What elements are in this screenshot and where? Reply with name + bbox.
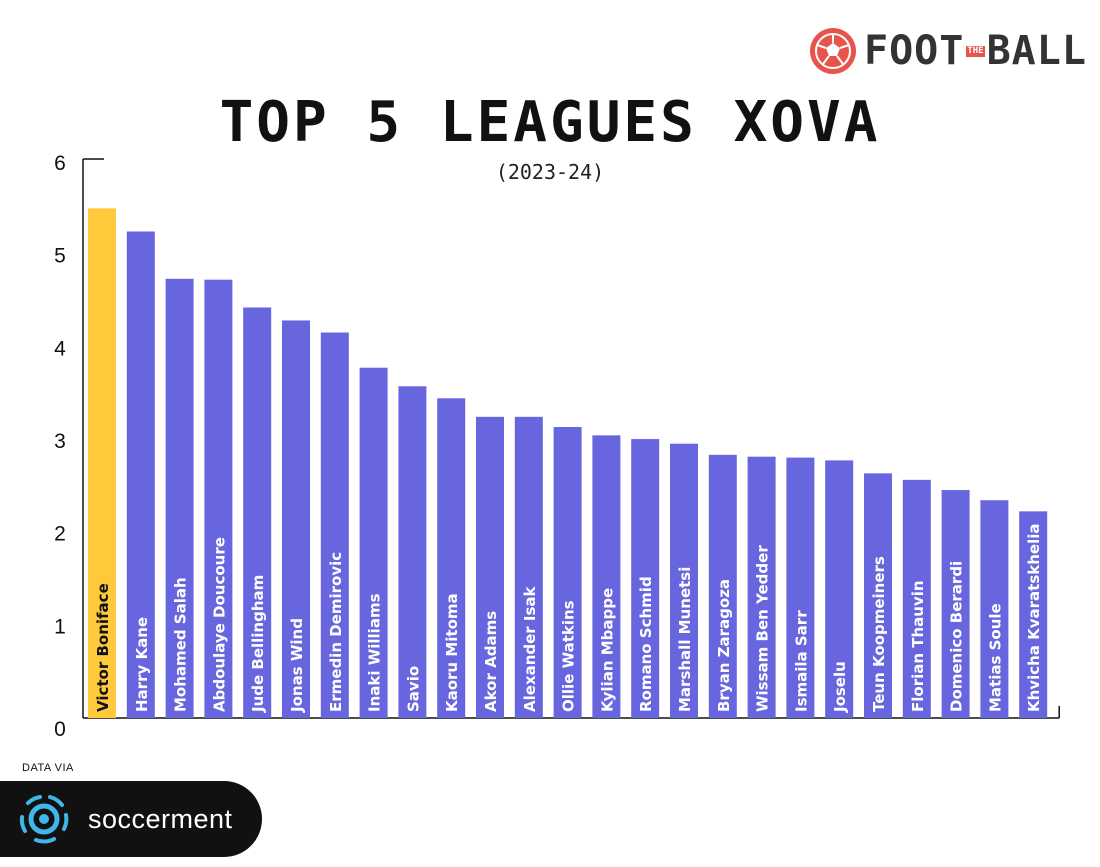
bar [825,460,854,718]
y-tick-label: 0 [54,718,66,741]
bar-label: Savio [404,666,422,712]
chart-subtitle: (2023-24) [495,160,605,184]
brand-text-the: THE [966,45,985,57]
bar [88,208,116,719]
football-icon [810,28,856,74]
bar [786,457,815,718]
bar-label: Alexander Isak [521,585,539,712]
soccerment-badge: soccerment [0,781,262,857]
y-tick-label: 6 [54,152,66,175]
bar [980,500,1009,718]
bar [1019,511,1048,718]
bar-chart: 0 1 2 3 4 5 6 Victor Boniface Harry Kane Mohamed … [54,152,1060,741]
bar-label: Wissam Ben Yedder [754,545,772,712]
brand-text-foot: FOOT [864,28,965,74]
bar-label: Akor Adams [482,611,500,712]
bar [902,479,931,718]
bar-label: Ollie Watkins [560,600,578,712]
bar [204,279,233,718]
bar [708,454,737,718]
bar-label: Jonas Wind [288,618,306,713]
bar-label: Florian Thauvin [909,580,927,712]
bar [941,490,970,718]
bar-label: Teun Koopmeiners [870,556,888,712]
soccerment-wordmark: soccerment [88,803,233,834]
bar [476,416,504,718]
bar-label: Marshall Munetsi [676,567,694,712]
bar-label: Ismaila Sarr [792,610,810,712]
bar [165,278,194,718]
bar-label: Kaoru Mitoma [443,593,461,712]
bar [670,443,698,718]
y-tick-label: 3 [54,430,66,453]
bar-label: Inaki Williams [366,593,384,712]
chart-title: TOP 5 LEAGUES XOVA [219,90,881,155]
bar-label: Khvicha Kvaratskhelia [1025,523,1043,712]
bar [437,398,466,718]
bar [243,307,272,718]
brand-text-ball: BALL [986,28,1087,74]
bar [864,473,892,718]
y-tick-label: 1 [54,615,66,638]
bar [282,320,310,718]
bar [126,231,155,718]
bar [514,416,543,718]
bar [359,367,388,718]
bar-label: Ermedin Demirovic [327,552,345,712]
y-tick-label: 2 [54,523,66,546]
soccerment-logo-icon [19,795,69,844]
bar [747,456,776,718]
bar [553,427,582,718]
bar-label: Kylian Mbappe [598,588,616,712]
bar-label: Mohamed Salah [172,577,190,712]
y-tick-label: 5 [54,245,66,268]
footballball-logo: FOOT THE BALL [808,26,1087,76]
bar-label: Bryan Zaragoza [715,579,733,712]
data-via-label: DATA VIA [22,762,74,774]
y-tick-label: 4 [54,337,66,360]
bar-label: Jude Bellingham [249,575,267,713]
bar [398,386,427,718]
bar-label: Matias Soule [986,603,1004,712]
bar-label: Domenico Berardi [948,561,966,712]
bar-label: Harry Kane [133,617,151,712]
bar-label: Romano Schmid [637,576,655,712]
bar-label: Victor Boniface [94,583,112,712]
bar [592,435,621,718]
bar-label: Abdoulaye Doucoure [210,537,228,712]
bar [631,439,660,718]
bar-label: Joselu [831,661,849,713]
bar [320,332,349,718]
